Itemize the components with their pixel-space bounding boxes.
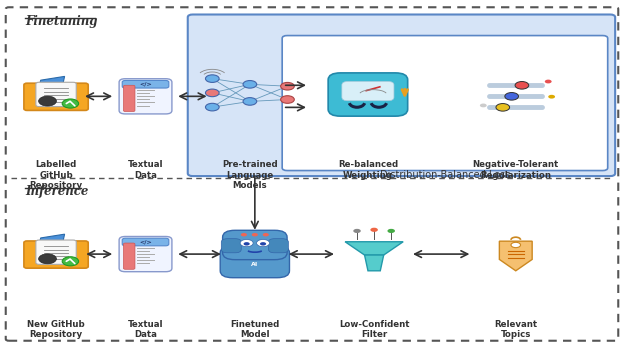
FancyBboxPatch shape [328, 73, 407, 116]
FancyBboxPatch shape [119, 79, 172, 114]
Circle shape [515, 81, 529, 89]
Circle shape [260, 242, 266, 246]
Text: Relevant
Topics: Relevant Topics [494, 320, 537, 339]
Polygon shape [37, 77, 65, 95]
FancyBboxPatch shape [282, 35, 608, 171]
FancyBboxPatch shape [24, 241, 88, 268]
Text: Re-balanced
Weighting: Re-balanced Weighting [338, 160, 398, 180]
FancyBboxPatch shape [122, 80, 169, 88]
Text: Pre-trained
Language
Models: Pre-trained Language Models [222, 160, 278, 190]
Text: Low-Confident
Filter: Low-Confident Filter [339, 320, 409, 339]
Text: </>: </> [139, 82, 152, 87]
FancyBboxPatch shape [6, 7, 618, 341]
Text: Distribution-Balanced Loss: Distribution-Balanced Loss [380, 169, 510, 180]
Text: Inference: Inference [25, 185, 89, 198]
Circle shape [243, 98, 256, 105]
Circle shape [281, 82, 295, 90]
Circle shape [281, 96, 295, 103]
Text: </>: </> [139, 239, 152, 245]
Text: Textual
Data: Textual Data [128, 320, 163, 339]
FancyBboxPatch shape [36, 240, 76, 264]
Circle shape [480, 104, 487, 107]
Circle shape [243, 80, 256, 88]
Polygon shape [499, 241, 532, 271]
Circle shape [263, 233, 269, 236]
Circle shape [251, 233, 258, 236]
FancyBboxPatch shape [124, 243, 135, 269]
Text: Labelled
GitHub
Repository: Labelled GitHub Repository [29, 160, 82, 190]
Circle shape [39, 96, 56, 106]
Circle shape [62, 257, 79, 266]
FancyBboxPatch shape [223, 230, 287, 260]
Circle shape [353, 229, 361, 233]
Circle shape [205, 89, 219, 97]
Text: Textual
Data: Textual Data [128, 160, 163, 180]
FancyBboxPatch shape [124, 85, 135, 111]
Circle shape [548, 95, 555, 98]
Polygon shape [364, 255, 384, 271]
Circle shape [545, 80, 552, 84]
FancyBboxPatch shape [268, 239, 288, 253]
Circle shape [241, 233, 247, 236]
Text: AI: AI [251, 262, 258, 267]
FancyBboxPatch shape [188, 15, 615, 176]
Circle shape [511, 242, 520, 248]
FancyBboxPatch shape [24, 83, 88, 110]
Polygon shape [37, 234, 65, 253]
Text: Finetuning: Finetuning [25, 15, 97, 27]
Text: Finetuned
Model: Finetuned Model [230, 320, 280, 339]
Text: New GitHub
Repository: New GitHub Repository [27, 320, 85, 339]
Circle shape [39, 254, 56, 264]
Circle shape [505, 93, 519, 100]
Circle shape [62, 99, 79, 108]
Circle shape [371, 228, 378, 232]
FancyBboxPatch shape [119, 237, 172, 272]
Text: Negative-Tolerant
Regularization: Negative-Tolerant Regularization [472, 160, 559, 180]
Circle shape [388, 229, 395, 233]
FancyBboxPatch shape [122, 238, 169, 246]
Circle shape [240, 239, 253, 247]
Circle shape [496, 104, 510, 111]
Circle shape [256, 239, 270, 247]
Circle shape [205, 103, 219, 111]
FancyBboxPatch shape [36, 82, 76, 106]
FancyBboxPatch shape [342, 81, 394, 101]
Circle shape [243, 242, 250, 246]
FancyBboxPatch shape [222, 239, 241, 253]
FancyBboxPatch shape [220, 246, 290, 278]
Polygon shape [345, 242, 403, 255]
Circle shape [205, 75, 219, 82]
